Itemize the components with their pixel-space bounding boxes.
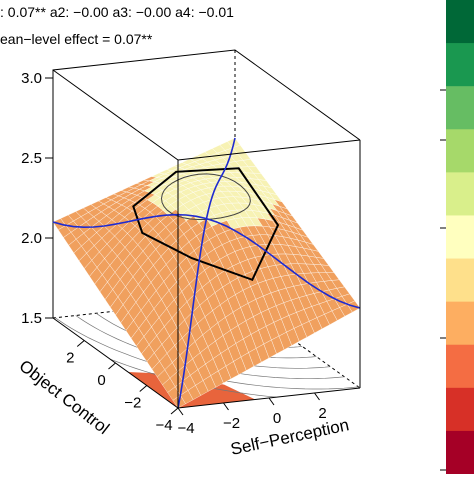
y-tick-label: −4 [155,417,172,434]
y-axis-title: Object Control [16,356,113,438]
x-tick-label: 0 [273,410,281,427]
z-tick-label: 1.5 [21,310,42,327]
mean-effect-line: ean−level effect = 0.07** [0,31,153,47]
y-tick-label: 0 [97,372,105,389]
x-tick-label: −4 [177,420,194,437]
legend-swatch [446,387,474,432]
line-of-incongruence [52,213,361,309]
x-tick [268,397,275,406]
x-tick-label: −2 [223,415,240,432]
z-tick-label: 3.0 [21,70,42,87]
y-tick [170,407,179,415]
x-tick-label: 2 [318,405,326,422]
z-tick-label: 2.0 [21,230,42,247]
legend-swatch [446,86,474,130]
x-tick [314,392,320,401]
legend-swatch [446,430,474,475]
z-tick-label: 2.5 [21,150,42,167]
color-legend [440,0,474,475]
x-tick [177,407,184,416]
x-axis-title: Self−Perception [229,415,351,459]
y-tick [108,362,116,370]
y-tick [139,385,148,392]
y-tick [76,340,85,347]
legend-swatch [446,301,474,346]
legend-swatch [446,129,474,173]
coefficients-line: : 0.07** a2: −0.00 a3: −0.00 a4: −0.01 [0,4,234,20]
surface-overlays [52,137,361,409]
box-back-edges [52,49,361,318]
x-tick [223,402,229,411]
legend-swatch [446,0,474,44]
legend-swatch [446,43,474,87]
legend-swatch [446,344,474,389]
legend-swatch [446,258,474,303]
legend-swatch [446,215,474,260]
box-top-front-edges [52,69,361,161]
response-surface [52,137,361,409]
legend-swatch [446,172,474,216]
inner-contour [160,173,251,220]
y-tick-label: 2 [66,350,74,367]
data-hull-outline [132,167,280,282]
y-tick-label: −2 [124,395,141,412]
